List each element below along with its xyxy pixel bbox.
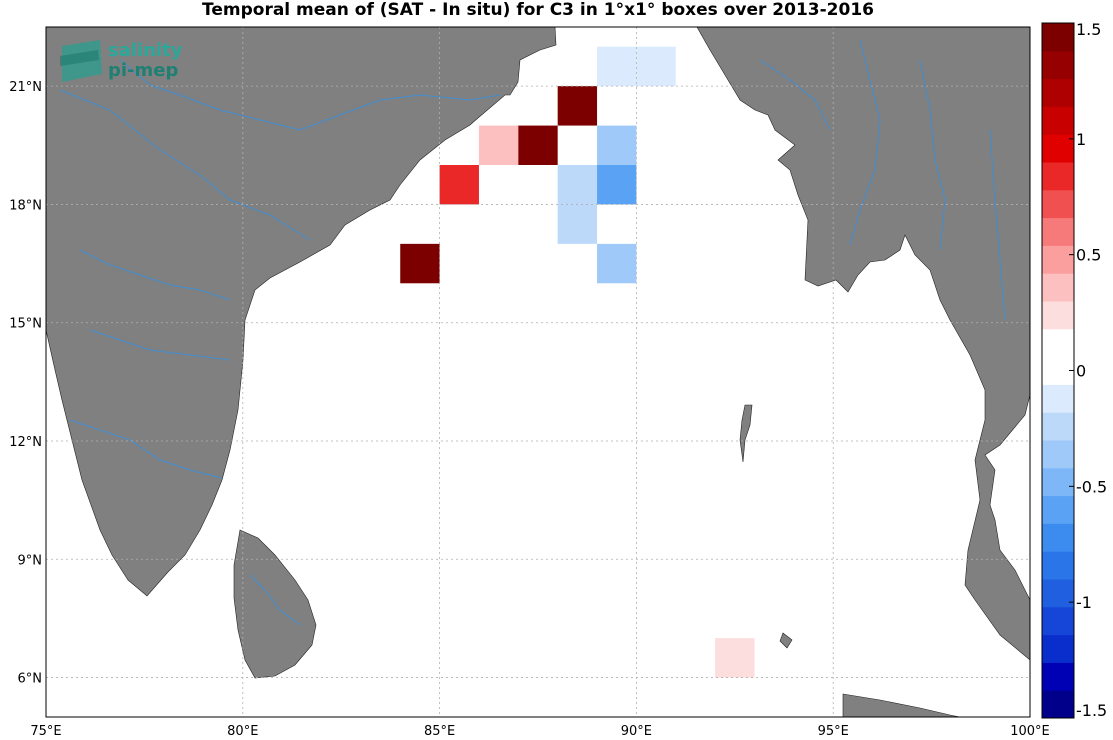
- colorbar-tick-label: 1.5: [1076, 20, 1101, 39]
- colorbar-segment: [1042, 690, 1074, 719]
- colorbar-segment: [1042, 495, 1074, 524]
- data-box: [597, 125, 637, 165]
- colorbar-segment: [1042, 301, 1074, 330]
- colorbar-tick-label: 0: [1076, 362, 1086, 381]
- colorbar-segment: [1042, 579, 1074, 608]
- colorbar-segment: [1042, 245, 1074, 274]
- colorbar-tick-label: 0.5: [1076, 246, 1101, 265]
- data-box: [518, 125, 558, 165]
- y-tick-label: 12°N: [9, 435, 42, 450]
- colorbar-segment: [1042, 328, 1074, 358]
- colorbar-segment: [1042, 106, 1074, 135]
- map-title: Temporal mean of (SAT - In situ) for C3 …: [202, 0, 874, 20]
- colorbar-segment: [1042, 384, 1074, 413]
- data-box: [597, 165, 637, 205]
- colorbar-segment: [1042, 551, 1074, 580]
- x-tick-label: 80°E: [227, 724, 258, 739]
- y-tick-label: 18°N: [9, 198, 42, 213]
- data-box: [478, 125, 519, 165]
- x-tick-label: 75°E: [30, 724, 61, 739]
- land-india: [45, 26, 557, 597]
- land-andaman-south: [779, 632, 793, 649]
- x-tick-label: 90°E: [621, 724, 652, 739]
- colorbar-segment: [1042, 356, 1074, 385]
- land-andaman-north: [739, 404, 753, 463]
- data-box: [715, 638, 755, 678]
- colorbar-segment: [1042, 134, 1074, 163]
- colorbar-segment: [1042, 50, 1074, 80]
- colorbar-segment: [1042, 606, 1074, 636]
- data-box: [557, 204, 598, 244]
- y-tick-label: 6°N: [18, 672, 43, 687]
- colorbar-segment: [1042, 467, 1074, 497]
- x-tick-label: 95°E: [818, 724, 849, 739]
- colorbar-segment: [1042, 78, 1074, 107]
- rivers: [59, 39, 1006, 626]
- colorbar-segment: [1042, 162, 1074, 191]
- colorbar-ticks: -1.5 -1 -0.5 0 0.5 1 1.5: [1069, 20, 1107, 720]
- map-frame: [45, 26, 1031, 718]
- colorbar-segment: [1042, 634, 1074, 663]
- colorbar-segment: [1042, 23, 1074, 52]
- colorbar-segment: [1042, 440, 1074, 469]
- salinity-pi-mep-logo: salinity pi-mep: [60, 40, 183, 82]
- y-tick-label: 15°N: [9, 317, 42, 332]
- logo-line1: salinity: [108, 40, 183, 61]
- data-box: [636, 46, 676, 87]
- colorbar-segment: [1042, 217, 1074, 246]
- colorbar-segment: [1042, 412, 1074, 441]
- data-box: [557, 165, 598, 205]
- colorbar-segment: [1042, 273, 1074, 302]
- data-box: [557, 283, 598, 323]
- data-box: [557, 86, 598, 126]
- land-myanmar: [696, 26, 1031, 661]
- colorbar-tick-label: -1.5: [1076, 701, 1107, 720]
- x-tick-label: 85°E: [424, 724, 455, 739]
- data-box: [597, 243, 637, 284]
- data-boxes: [400, 46, 755, 678]
- data-box: [439, 165, 479, 205]
- colorbar-tick-label: -0.5: [1076, 477, 1107, 496]
- colorbar-segment: [1042, 662, 1074, 691]
- colorbar-segment: [1042, 523, 1074, 552]
- x-tick-label: 100°E: [1010, 724, 1050, 739]
- y-axis-ticks: 6°N 9°N 12°N 15°N 18°N 21°N: [9, 80, 42, 686]
- x-axis-ticks: 75°E 80°E 85°E 90°E 95°E 100°E: [30, 724, 1049, 739]
- y-tick-label: 9°N: [18, 553, 43, 568]
- colorbar: [1042, 23, 1074, 719]
- colorbar-tick-label: -1: [1076, 593, 1092, 612]
- colorbar-segment: [1042, 189, 1074, 219]
- logo-line2: pi-mep: [108, 60, 178, 81]
- data-box: [400, 243, 440, 284]
- y-tick-label: 21°N: [9, 80, 42, 95]
- data-box: [597, 46, 637, 87]
- colorbar-tick-label: 1: [1076, 130, 1086, 149]
